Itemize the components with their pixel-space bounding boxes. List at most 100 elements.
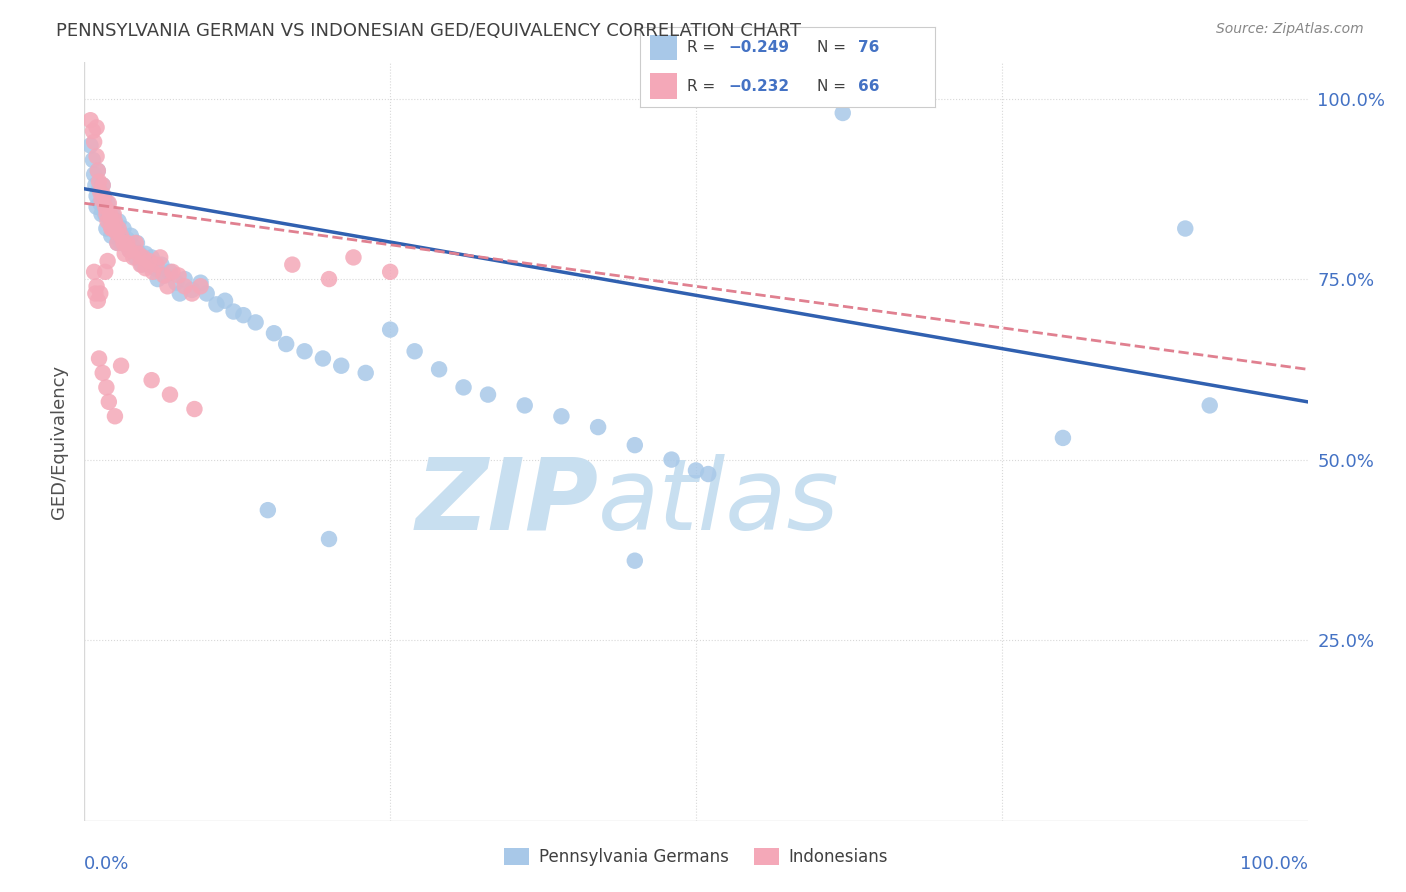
Point [87, 293, 110, 308]
Point [222, 304, 245, 318]
Point [136, 258, 159, 272]
Point [312, 351, 335, 366]
Point [87, 163, 110, 178]
Point [205, 297, 228, 311]
Point [100, 228, 122, 243]
Point [135, 261, 157, 276]
Point [87, 351, 110, 366]
Text: PENNSYLVANIA GERMAN VS INDONESIAN GED/EQUIVALENCY CORRELATION CHART: PENNSYLVANIA GERMAN VS INDONESIAN GED/EQ… [56, 22, 801, 40]
Point [697, 467, 720, 481]
Point [245, 315, 267, 329]
Point [115, 232, 138, 246]
Point [84, 178, 107, 193]
Point [89, 186, 111, 200]
Point [79, 138, 101, 153]
Point [96, 221, 118, 235]
Point [165, 276, 187, 290]
Point [115, 235, 138, 250]
Point [138, 254, 160, 268]
Point [195, 286, 218, 301]
Point [97, 254, 120, 268]
Point [1052, 431, 1074, 445]
Point [93, 189, 115, 203]
Point [129, 258, 152, 272]
Point [97, 196, 120, 211]
Point [86, 200, 108, 214]
Point [131, 258, 153, 272]
Point [101, 221, 124, 235]
Point [354, 366, 377, 380]
Point [294, 344, 316, 359]
Point [162, 265, 184, 279]
Point [94, 265, 117, 279]
Point [114, 247, 136, 261]
Point [100, 221, 122, 235]
Point [159, 265, 181, 279]
Point [173, 272, 195, 286]
Text: ZIP: ZIP [415, 454, 598, 550]
Point [118, 243, 141, 257]
Point [84, 286, 107, 301]
Point [94, 200, 117, 214]
Point [159, 387, 181, 401]
Point [513, 399, 536, 413]
Point [624, 554, 647, 568]
Point [105, 235, 128, 250]
Point [110, 235, 132, 250]
Point [101, 207, 124, 221]
Point [125, 235, 148, 250]
Point [661, 452, 683, 467]
Point [330, 359, 353, 373]
Point [146, 272, 169, 286]
Point [82, 124, 104, 138]
Point [97, 196, 120, 211]
Point [153, 268, 176, 283]
Point [135, 247, 157, 261]
Point [453, 380, 475, 394]
Text: N =: N = [817, 40, 851, 55]
Point [477, 387, 499, 401]
Point [104, 214, 127, 228]
Text: 66: 66 [858, 78, 880, 94]
Point [87, 175, 110, 189]
Point [127, 247, 149, 261]
Point [183, 402, 205, 417]
Point [87, 163, 110, 178]
Point [86, 149, 108, 163]
Point [86, 279, 108, 293]
Point [112, 221, 135, 235]
Point [427, 362, 450, 376]
Legend: Pennsylvania Germans, Indonesians: Pennsylvania Germans, Indonesians [498, 841, 894, 873]
Point [550, 409, 572, 424]
Point [97, 394, 120, 409]
FancyBboxPatch shape [650, 73, 676, 99]
Point [141, 373, 163, 387]
Point [128, 247, 150, 261]
Point [149, 251, 172, 265]
Point [142, 265, 165, 279]
Point [141, 251, 163, 265]
Point [104, 221, 127, 235]
Point [108, 225, 131, 239]
Text: 100.0%: 100.0% [1240, 855, 1308, 872]
Text: R =: R = [688, 40, 720, 55]
Point [190, 279, 212, 293]
Point [104, 409, 127, 424]
Point [118, 243, 141, 257]
Point [167, 268, 190, 283]
FancyBboxPatch shape [650, 35, 676, 61]
Point [232, 308, 254, 322]
Point [586, 420, 609, 434]
Point [96, 207, 118, 221]
Point [110, 359, 132, 373]
Point [263, 326, 285, 341]
Point [122, 239, 145, 253]
Point [97, 207, 120, 221]
Point [79, 113, 101, 128]
Y-axis label: GED/Equivalency: GED/Equivalency [49, 365, 67, 518]
Point [91, 178, 114, 193]
Point [831, 106, 853, 120]
Point [132, 251, 155, 265]
Point [112, 235, 135, 250]
Point [380, 323, 402, 337]
